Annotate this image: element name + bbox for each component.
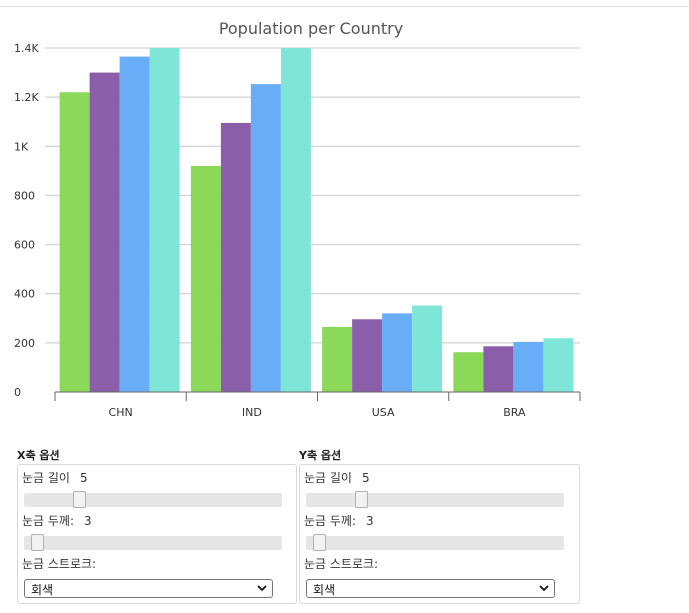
x-tick-stroke-select[interactable]: 회색 (24, 579, 273, 598)
x-axis-options-heading: X축 옵션 (17, 449, 60, 462)
y-tick-width-row: 눈금 두께: 3 (304, 512, 374, 529)
y-tick-stroke-selected: 회색 (313, 583, 336, 597)
bar (59, 92, 90, 392)
y-tick-length-value: 5 (361, 471, 370, 485)
y-tick-length-row: 눈금 길이 5 (304, 469, 370, 486)
bar (453, 352, 484, 392)
x-tick-stroke-selected: 회색 (31, 583, 54, 597)
y-tick-stroke-select[interactable]: 회색 (306, 579, 555, 598)
bar (190, 165, 221, 392)
bar (352, 319, 383, 392)
bar (250, 84, 281, 393)
bar (483, 346, 514, 392)
bar (412, 305, 443, 392)
y-axis-options-heading: Y축 옵션 (299, 449, 342, 462)
y-tick-label: 400 (14, 288, 35, 301)
x-tick-label: CHN (109, 406, 133, 419)
bar (513, 341, 544, 392)
x-tick-label: IND (242, 406, 262, 419)
bar (119, 56, 150, 392)
bar (280, 48, 311, 392)
y-tick-width-label: 눈금 두께: (304, 514, 357, 528)
x-tick-width-row: 눈금 두께: 3 (22, 512, 92, 529)
y-tick-label: 600 (14, 239, 35, 252)
x-tick-label: BRA (503, 406, 526, 419)
y-axis-options-panel: 눈금 길이 5 눈금 두께: 3 눈금 스트로크: 회색 (299, 464, 580, 604)
x-tick-length-value: 5 (79, 471, 88, 485)
x-tick-width-value: 3 (84, 514, 92, 528)
x-tick-stroke-label: 눈금 스트로크: (22, 557, 97, 571)
y-tick-label: 0 (14, 386, 21, 399)
x-tick-length-row: 눈금 길이 5 (22, 469, 88, 486)
bar (543, 338, 574, 392)
bar (322, 326, 353, 392)
chart-title: Population per Country (219, 19, 403, 38)
y-tick-label: 800 (14, 189, 35, 202)
y-tick-length-slider[interactable] (306, 491, 564, 508)
x-axis-options-panel: 눈금 길이 5 눈금 두께: 3 눈금 스트로크: 회색 (17, 464, 297, 604)
x-tick-label: USA (372, 406, 395, 419)
x-tick-length-label: 눈금 길이 (22, 471, 70, 485)
bar (149, 48, 180, 392)
population-bar-chart: Population per Country 0 200 400 600 800 1K 1.… (14, 19, 581, 419)
y-tick-length-label: 눈금 길이 (304, 471, 352, 485)
y-tick-label: 200 (14, 337, 35, 350)
y-tick-width-slider-thumb[interactable] (313, 534, 327, 551)
x-tick-width-slider-thumb[interactable] (31, 534, 45, 551)
x-tick-width-slider[interactable] (24, 534, 282, 551)
bar (89, 72, 120, 393)
bar (220, 122, 251, 392)
chevron-down-icon (538, 582, 550, 597)
chevron-down-icon (256, 582, 268, 597)
y-tick-label: 1K (14, 140, 29, 153)
y-tick-width-slider[interactable] (306, 534, 564, 551)
bar (382, 313, 413, 392)
y-tick-label: 1.4K (14, 42, 39, 55)
y-tick-width-value: 3 (366, 514, 374, 528)
y-tick-stroke-label: 눈금 스트로크: (304, 557, 379, 571)
x-tick-length-slider-thumb[interactable] (73, 491, 86, 508)
y-tick-label: 1.2K (14, 91, 39, 104)
x-tick-length-slider[interactable] (24, 491, 282, 508)
top-divider (0, 6, 689, 7)
x-tick-width-label: 눈금 두께: (22, 514, 75, 528)
y-tick-length-slider-thumb[interactable] (355, 491, 368, 508)
